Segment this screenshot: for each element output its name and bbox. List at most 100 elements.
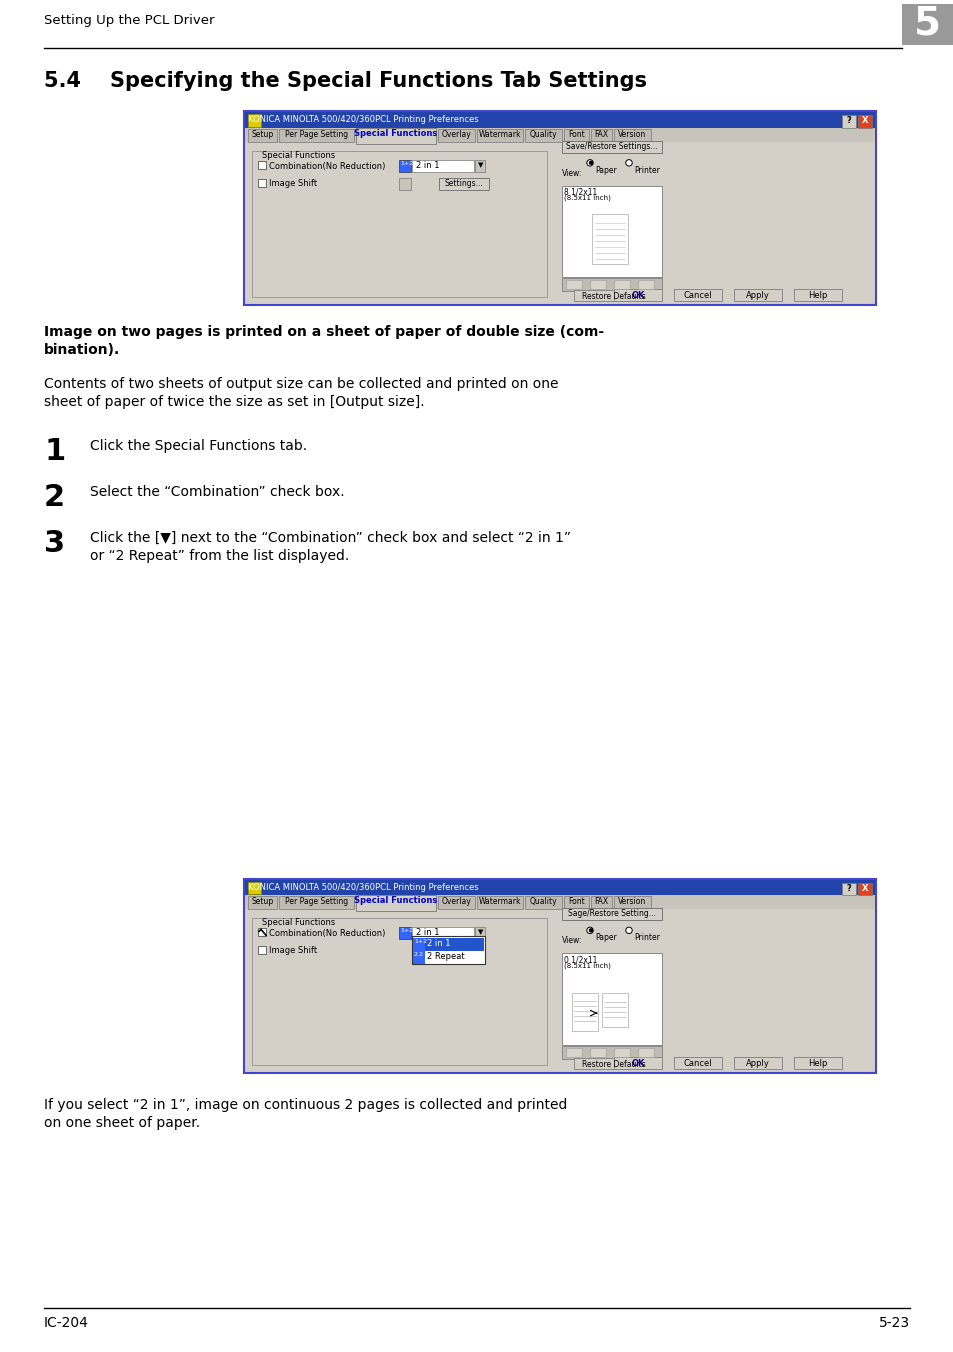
Text: Watermark: Watermark (478, 898, 520, 906)
Text: Image Shift: Image Shift (269, 946, 316, 956)
Text: KONICA MINOLTA 500/420/360PCL Printing Preferences: KONICA MINOLTA 500/420/360PCL Printing P… (248, 115, 478, 124)
Bar (673, 289, 721, 301)
Circle shape (589, 161, 592, 165)
Text: 2: 2 (44, 483, 65, 512)
Bar (589, 280, 605, 289)
Bar (614, 280, 629, 289)
Text: or “2 Repeat” from the list displayed.: or “2 Repeat” from the list displayed. (90, 549, 349, 562)
Bar (613, 128, 650, 142)
Text: Per Page Setting: Per Page Setting (285, 898, 348, 906)
Bar (596, 216, 631, 265)
Text: OK: OK (631, 292, 644, 300)
Bar (638, 280, 654, 289)
Bar (857, 883, 871, 895)
Bar (245, 880, 874, 896)
Bar (475, 927, 484, 940)
Text: Select the “Combination” check box.: Select the “Combination” check box. (90, 485, 344, 499)
Text: Help: Help (807, 1059, 827, 1068)
Bar (248, 128, 276, 142)
Text: sheet of paper of twice the size as set in [Output size].: sheet of paper of twice the size as set … (44, 395, 424, 410)
Text: Click the [▼] next to the “Combination” check box and select “2 in 1”: Click the [▼] next to the “Combination” … (90, 531, 571, 545)
Text: (8.5x11 inch): (8.5x11 inch) (563, 195, 610, 201)
Bar (841, 115, 855, 128)
Bar (733, 289, 781, 301)
Bar (574, 1059, 654, 1069)
Bar (565, 280, 581, 289)
Bar (524, 128, 561, 142)
Text: Printer: Printer (634, 166, 659, 174)
Text: bination).: bination). (44, 343, 120, 357)
Bar (901, 4, 953, 45)
Text: (8.5x11 inch): (8.5x11 inch) (563, 963, 610, 969)
Bar (614, 1057, 661, 1069)
Bar (248, 896, 276, 910)
Bar (244, 879, 875, 1073)
Bar (590, 128, 611, 142)
Bar (278, 128, 354, 142)
Bar (592, 214, 627, 264)
Text: 8 1/2x11: 8 1/2x11 (563, 188, 597, 197)
Bar (412, 160, 474, 172)
Text: Special Functions: Special Functions (354, 896, 437, 906)
Text: 5.4    Specifying the Special Functions Tab Settings: 5.4 Specifying the Special Functions Tab… (44, 72, 646, 91)
Text: 0 1/2x11: 0 1/2x11 (563, 956, 597, 964)
Text: Paper: Paper (595, 166, 616, 174)
Text: Image on two pages is printed on a sheet of paper of double size (com-: Image on two pages is printed on a sheet… (44, 326, 603, 339)
Text: 1+2: 1+2 (414, 940, 427, 944)
Text: Image Shift: Image Shift (269, 178, 316, 188)
Bar (437, 128, 475, 142)
Text: on one sheet of paper.: on one sheet of paper. (44, 1115, 200, 1130)
Bar (475, 160, 484, 172)
Text: ?: ? (845, 883, 850, 892)
Text: 5-23: 5-23 (878, 1315, 909, 1330)
Bar (476, 128, 522, 142)
Bar (252, 918, 546, 1065)
Bar (438, 178, 489, 189)
Bar (613, 896, 650, 910)
Bar (574, 291, 654, 301)
Text: 1: 1 (44, 437, 65, 466)
Bar (252, 151, 546, 297)
Bar (841, 883, 855, 895)
Bar (248, 910, 871, 1069)
Bar (563, 896, 588, 910)
Bar (398, 160, 411, 172)
Bar (245, 128, 874, 142)
Circle shape (586, 160, 593, 166)
Text: View:: View: (561, 937, 581, 945)
Bar (614, 1048, 629, 1057)
Bar (257, 178, 266, 187)
Bar (437, 896, 475, 910)
Text: Paper: Paper (595, 933, 616, 942)
Circle shape (589, 929, 592, 932)
Text: Overlay: Overlay (441, 130, 471, 139)
Bar (257, 946, 266, 955)
Bar (412, 937, 484, 964)
Text: Restore Defaults: Restore Defaults (581, 1060, 645, 1069)
Text: Combination(No Reduction): Combination(No Reduction) (269, 162, 385, 170)
Text: Font: Font (568, 898, 584, 906)
Text: Quality: Quality (529, 130, 557, 139)
Text: Setup: Setup (251, 898, 274, 906)
Text: Save/Restore Settings...: Save/Restore Settings... (566, 142, 657, 151)
Text: Font: Font (568, 130, 584, 139)
Text: Version: Version (618, 898, 646, 906)
Circle shape (626, 929, 630, 933)
Bar (561, 953, 661, 1045)
Bar (355, 895, 436, 911)
Text: Combination(No Reduction): Combination(No Reduction) (269, 929, 385, 938)
Text: 1+2: 1+2 (399, 161, 413, 166)
Text: Apply: Apply (745, 1059, 769, 1068)
Text: Click the Special Functions tab.: Click the Special Functions tab. (90, 439, 307, 453)
Bar (398, 927, 411, 940)
Text: KONICA MINOLTA 500/420/360PCL Printing Preferences: KONICA MINOLTA 500/420/360PCL Printing P… (248, 883, 478, 891)
Bar (524, 896, 561, 910)
Bar (412, 927, 474, 940)
Bar (398, 178, 411, 189)
Bar (248, 114, 261, 127)
Text: X: X (861, 116, 867, 124)
Circle shape (586, 927, 593, 933)
Text: Overlay: Overlay (441, 898, 471, 906)
Bar (563, 128, 588, 142)
Text: Settings...: Settings... (444, 178, 483, 188)
